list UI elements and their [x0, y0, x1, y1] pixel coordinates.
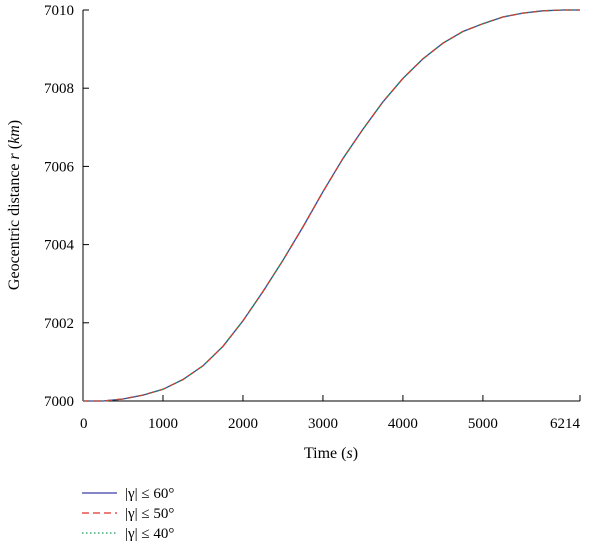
series-line-3	[83, 9, 580, 402]
y-tick-label: 7004	[44, 238, 75, 254]
x-tick-label: 0	[80, 416, 88, 432]
x-axis-unit-open: (	[337, 445, 346, 462]
y-tick-label: 7008	[44, 81, 74, 97]
x-axis-title: Time (s)	[304, 445, 358, 462]
x-tick-label: 2000	[228, 416, 258, 432]
y-axis-unit-close: )	[6, 120, 23, 125]
y-axis-unit: km	[6, 125, 23, 144]
legend: |γ| ≤ 60° |γ| ≤ 50° |γ| ≤ 40°	[82, 486, 174, 542]
x-tick-label: 6214	[550, 416, 581, 432]
y-axis-variable: r	[6, 152, 23, 159]
x-tick-label: 3000	[308, 416, 338, 432]
series-line-1	[83, 9, 580, 402]
x-tick-label: 4000	[388, 416, 418, 432]
y-tick-label: 7000	[44, 394, 74, 410]
x-axis-unit-close: )	[353, 445, 358, 462]
y-tick-label: 7010	[44, 3, 74, 19]
x-tick-label: 1000	[148, 416, 178, 432]
y-ticks: 7000 7002 7004 7006 7008 7010	[44, 3, 89, 410]
series-lines	[83, 9, 580, 402]
y-axis-unit-open: (	[6, 144, 23, 153]
legend-label: |γ| ≤ 50°	[125, 506, 174, 522]
axes	[82, 10, 580, 402]
y-tick-label: 7006	[44, 159, 75, 175]
y-tick-label: 7002	[44, 316, 74, 332]
x-tick-label: 5000	[468, 416, 498, 432]
legend-label: |γ| ≤ 40°	[125, 526, 174, 542]
x-ticks: 0 1000 2000 3000 4000 5000 6214	[80, 395, 581, 432]
x-axis-unit: s	[346, 445, 352, 462]
series-line-2	[83, 9, 580, 402]
legend-label: |γ| ≤ 60°	[125, 486, 174, 502]
y-axis-label: Geocentric distance	[6, 163, 23, 290]
y-axis-title: Geocentric distance r (km)	[6, 120, 23, 290]
x-axis-label: Time	[304, 445, 337, 462]
